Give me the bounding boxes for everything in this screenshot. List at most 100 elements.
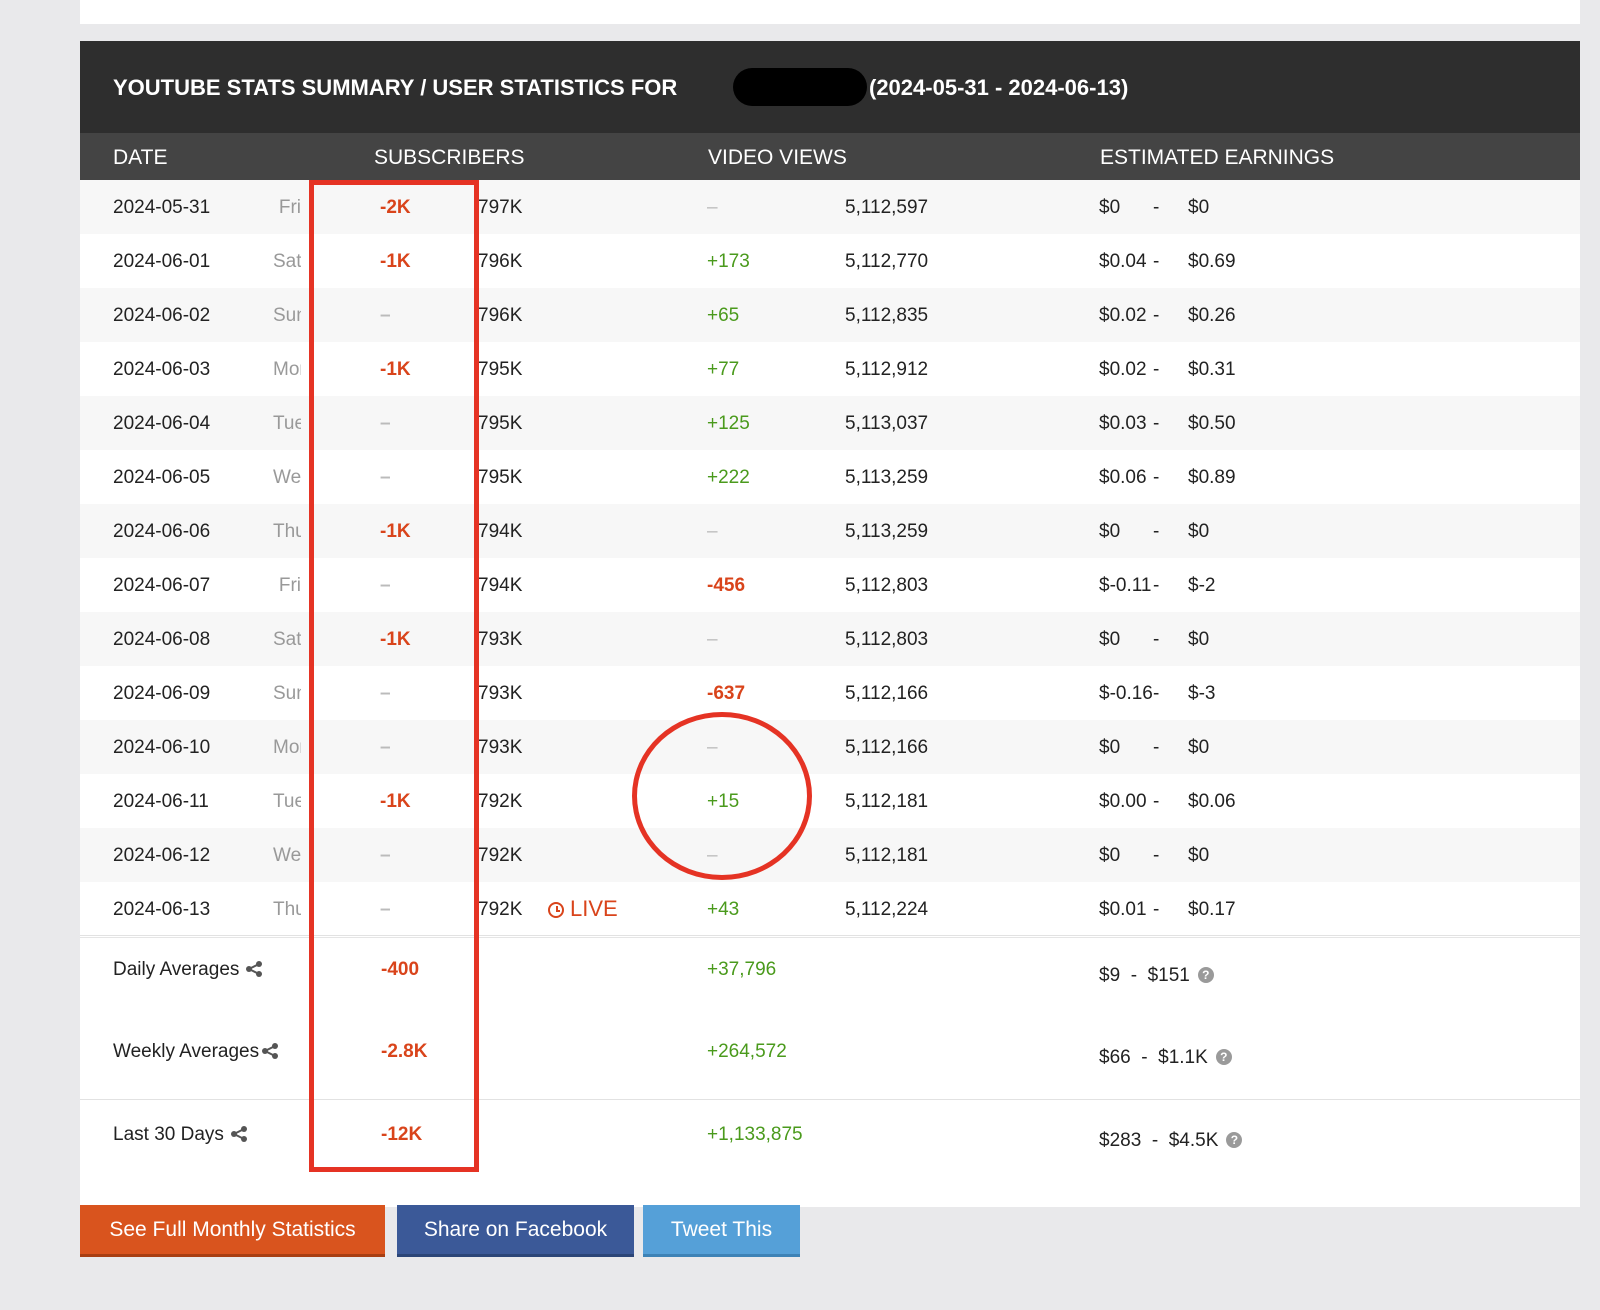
view-count-cell: 5,112,181 (845, 845, 929, 866)
day-of-week-cell: Sun (273, 305, 301, 326)
summary-earnings-text: $66 - $1.1K (1099, 1047, 1208, 1068)
redacted-channel-name (733, 68, 867, 106)
subscriber-change-cell: – (380, 467, 391, 488)
earnings-separator: - (1153, 413, 1160, 434)
earnings-separator: - (1153, 467, 1160, 488)
earnings-separator: - (1153, 737, 1160, 758)
view-count-cell: 5,113,259 (845, 521, 929, 542)
date-cell: 2024-06-10 (113, 737, 211, 758)
column-header-video-views: VIDEO VIEWS (708, 146, 847, 169)
summary-label: Last 30 Days (113, 1124, 248, 1146)
share-icon[interactable] (230, 1126, 248, 1142)
column-header-date: DATE (113, 146, 168, 169)
view-count-cell: 5,112,166 (845, 683, 929, 704)
subscriber-change-cell: -1K (380, 521, 411, 542)
live-indicator[interactable]: LIVE (548, 896, 618, 922)
view-count-cell: 5,112,803 (845, 575, 929, 596)
date-cell: 2024-06-09 (113, 683, 211, 704)
summary-earnings: $283 - $4.5K? (1099, 1130, 1243, 1152)
subscriber-change-cell: – (380, 845, 391, 866)
earnings-low-cell: $-0.11 (1099, 575, 1152, 596)
subscriber-change-cell: -1K (380, 359, 411, 380)
subscriber-count-cell: 793K (478, 737, 523, 758)
table-row: 2024-06-01 Sat -1K 796K +173 5,112,770 $0.04- $… (80, 234, 1580, 290)
see-full-monthly-statistics-button[interactable]: See Full Monthly Statistics (80, 1205, 385, 1257)
subscriber-count-cell: 795K (478, 467, 523, 488)
column-header-estimated-earnings: ESTIMATED EARNINGS (1100, 146, 1335, 169)
view-count-cell: 5,112,835 (845, 305, 929, 326)
earnings-low-cell: $0 (1099, 629, 1121, 650)
view-change-cell: – (707, 629, 718, 650)
day-of-week-cell: Wed (273, 845, 301, 866)
view-count-cell: 5,112,912 (845, 359, 929, 380)
view-count-cell: 5,112,224 (845, 899, 929, 920)
view-count-cell: 5,112,166 (845, 737, 929, 758)
summary-views: +1,133,875 (707, 1124, 803, 1145)
view-count-cell: 5,112,181 (845, 791, 929, 812)
earnings-high-cell: $0.17 (1188, 899, 1236, 920)
view-count-cell: 5,112,770 (845, 251, 929, 272)
view-change-cell: +173 (707, 251, 750, 272)
view-change-cell: +43 (707, 899, 740, 920)
tweet-this-button[interactable]: Tweet This (643, 1205, 800, 1257)
summary-divider (80, 1099, 1580, 1100)
summary-earnings: $9 - $151? (1099, 965, 1214, 987)
share-on-facebook-button[interactable]: Share on Facebook (397, 1205, 634, 1257)
date-cell: 2024-06-02 (113, 305, 211, 326)
earnings-low-cell: $0.02 (1099, 305, 1147, 326)
earnings-high-cell: $0.06 (1188, 791, 1236, 812)
earnings-low-cell: $-0.16 (1099, 683, 1153, 704)
help-icon[interactable]: ? (1215, 1049, 1232, 1065)
subscriber-count-cell: 794K (478, 575, 523, 596)
earnings-low-cell: $0 (1099, 737, 1121, 758)
subscriber-change-cell: – (380, 737, 391, 758)
view-count-cell: 5,113,037 (845, 413, 929, 434)
subscriber-count-cell: 795K (478, 359, 523, 380)
subscriber-count-cell: 797K (478, 197, 523, 218)
earnings-separator: - (1153, 521, 1160, 542)
view-change-cell: – (707, 521, 718, 542)
summary-label-text: Last 30 Days (113, 1124, 224, 1145)
summary-earnings-text: $283 - $4.5K (1099, 1130, 1219, 1151)
subscriber-count-cell: 792K (478, 845, 523, 866)
help-icon[interactable]: ? (1226, 1132, 1243, 1148)
date-cell: 2024-06-01 (113, 251, 211, 272)
previous-card (80, 0, 1580, 24)
day-of-week-cell: Sat (273, 629, 301, 650)
earnings-high-cell: $0 (1188, 629, 1210, 650)
subscriber-change-cell: – (380, 899, 391, 920)
day-of-week-cell: Mon (273, 359, 301, 380)
day-of-week-cell: Tue (273, 791, 301, 812)
day-of-week-cell: Wed (273, 467, 301, 488)
earnings-low-cell: $0.01 (1099, 899, 1147, 920)
subscriber-change-cell: -2K (380, 197, 411, 218)
table-row: 2024-06-08 Sat -1K 793K – 5,112,803 $0 - $0 (80, 612, 1580, 668)
view-change-cell: +222 (707, 467, 750, 488)
day-of-week-cell: Tue (273, 413, 301, 434)
date-cell: 2024-06-07 (113, 575, 211, 596)
earnings-high-cell: $0.31 (1188, 359, 1236, 380)
date-cell: 2024-06-13 (113, 899, 211, 920)
help-icon[interactable]: ? (1197, 967, 1214, 983)
share-icon[interactable] (261, 1043, 279, 1059)
earnings-high-cell: $0.26 (1188, 305, 1236, 326)
table-row: 2024-06-04 Tue – 795K +125 5,113,037 $0.03- $0.… (80, 396, 1580, 452)
date-cell: 2024-06-05 (113, 467, 211, 488)
summary-label-text: Weekly Averages (113, 1041, 260, 1062)
earnings-separator: - (1153, 791, 1160, 812)
earnings-separator: - (1153, 899, 1160, 920)
day-of-week-cell: Fri (278, 197, 301, 218)
earnings-separator: - (1153, 197, 1160, 218)
table-row: 2024-06-06 Thu -1K 794K – 5,113,259 $0 - $0 (80, 504, 1580, 560)
subscriber-count-cell: 795K (478, 413, 523, 434)
table-header: DATE SUBSCRIBERS VIDEO VIEWS ESTIMATED E… (80, 133, 1580, 180)
share-icon[interactable] (245, 961, 263, 977)
earnings-high-cell: $0 (1188, 845, 1210, 866)
table-row: 2024-05-31 Fri -2K 797K – 5,112,597 $0 - $0 (80, 180, 1580, 236)
view-count-cell: 5,113,259 (845, 467, 929, 488)
earnings-high-cell: $-2 (1188, 575, 1216, 596)
table-row: 2024-06-05 Wed – 795K +222 5,113,259 $0.06- $0.… (80, 450, 1580, 506)
day-of-week-cell: Thu (273, 899, 301, 920)
subscriber-change-cell: -1K (380, 791, 411, 812)
summary-earnings-text: $9 - $151 (1099, 965, 1190, 986)
